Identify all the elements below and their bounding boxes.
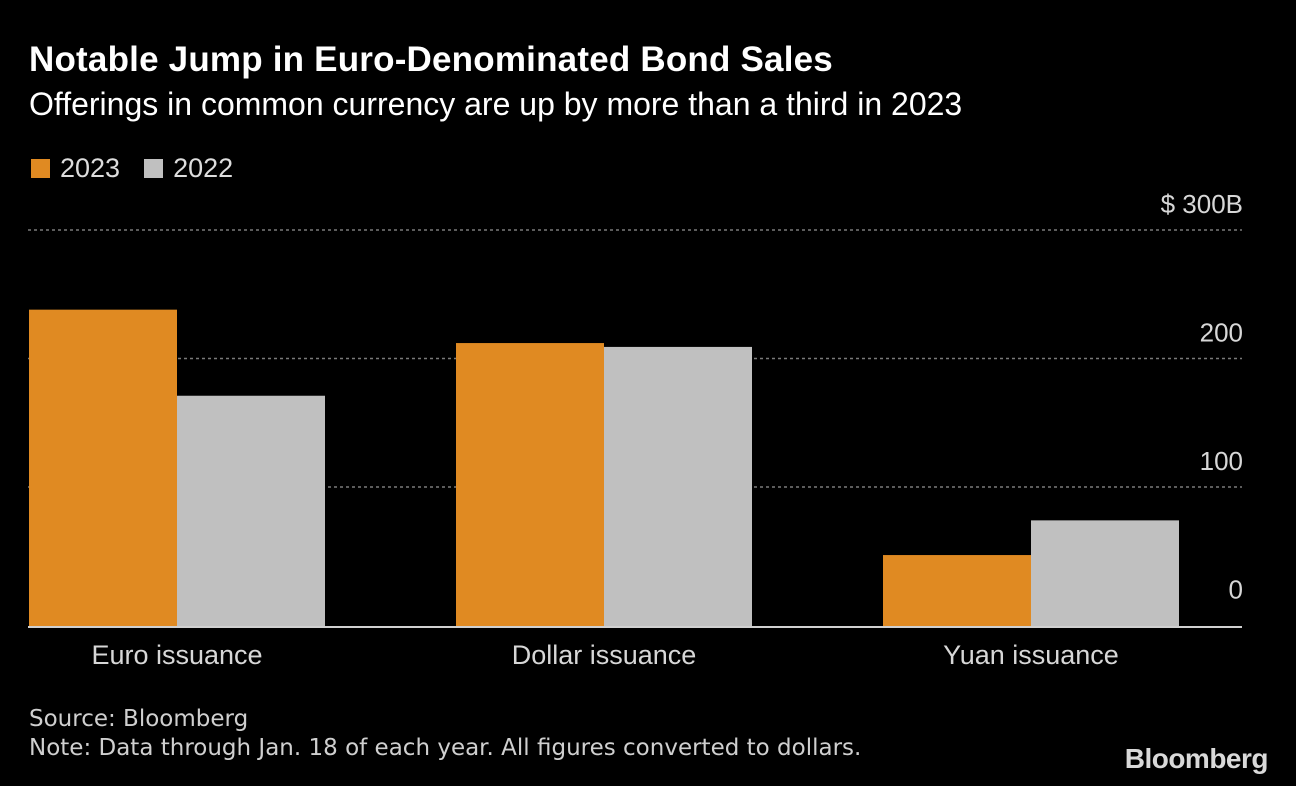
chart-subtitle: Offerings in common currency are up by m… (29, 86, 963, 122)
legend-item-2022: 2022 (144, 153, 233, 184)
bar-euro-issuance-2023 (29, 309, 177, 627)
bar-dollar-issuance-2022 (604, 346, 752, 627)
x-tick-label-2: Yuan issuance (943, 640, 1119, 670)
y-tick-label-200: 200 (1200, 317, 1243, 347)
bar-euro-issuance-2022 (177, 395, 325, 627)
x-tick-label-1: Dollar issuance (512, 640, 697, 670)
legend-swatch-2022 (144, 159, 164, 178)
legend-item-2023: 2023 (31, 153, 120, 184)
x-tick-label-0: Euro issuance (91, 640, 262, 670)
data-note: Note: Data through Jan. 18 of each year.… (29, 735, 862, 761)
legend: 2023 2022 (31, 153, 257, 184)
source-note: Source: Bloomberg (29, 706, 249, 732)
legend-label-2022: 2022 (173, 153, 234, 183)
bar-dollar-issuance-2023 (456, 343, 604, 627)
bloomberg-logo: Bloomberg (1124, 743, 1269, 774)
chart-title: Notable Jump in Euro-Denominated Bond Sa… (29, 40, 833, 79)
bar-yuan-issuance-2022 (1031, 520, 1179, 627)
y-tick-label-100: 100 (1200, 446, 1243, 476)
y-tick-label-300: $ 300B (1161, 189, 1243, 219)
legend-label-2023: 2023 (60, 153, 121, 183)
bar-yuan-issuance-2023 (883, 555, 1031, 627)
y-tick-label-0: 0 (1229, 574, 1243, 604)
legend-swatch-2023 (31, 159, 50, 178)
